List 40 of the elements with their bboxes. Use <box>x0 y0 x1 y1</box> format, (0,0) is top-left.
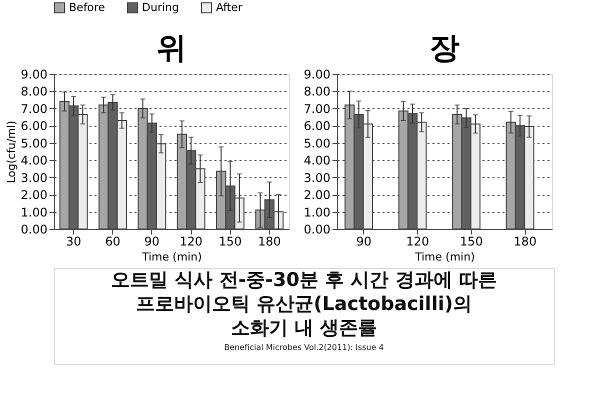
y-tick-label: 0.00 <box>304 222 330 236</box>
x-axis-title: Time (min) <box>414 250 475 264</box>
x-tick-label: 180 <box>258 234 281 248</box>
y-tick-label: 9.00 <box>20 68 48 82</box>
y-tick-label: 9.00 <box>304 68 330 82</box>
y-tick-label: 5.00 <box>304 136 330 150</box>
y-tick-label: 7.00 <box>304 102 330 116</box>
y-tick-label: 8.00 <box>20 84 48 99</box>
y-axis-title: Log(cfu/ml) <box>4 120 18 184</box>
x-tick-label: 120 <box>406 234 430 248</box>
y-tick-label: 0.00 <box>20 222 48 236</box>
y-tick-label: 1.00 <box>20 205 48 220</box>
y-tick-label: 6.00 <box>20 119 48 134</box>
y-tick-label: 3.00 <box>20 170 48 185</box>
x-tick-label: 120 <box>180 234 203 248</box>
text: Beneficial Microbes Vol.2(2011): Issue 4 <box>224 343 384 352</box>
legend-label: During <box>142 0 179 14</box>
legend-label: Before <box>69 0 106 14</box>
y-tick-label: 4.00 <box>20 154 48 168</box>
x-tick-label: 30 <box>66 234 82 248</box>
x-tick-label: 150 <box>218 234 242 248</box>
x-tick-label: 180 <box>514 234 537 248</box>
y-tick-label: 3.00 <box>304 170 330 185</box>
x-axis-title: Time (min) <box>141 250 202 264</box>
y-tick-label: 6.00 <box>304 119 330 134</box>
text: 오트밀 식사 전-중-30분 후 시간 경과에 따른 프로바이오틱 유산균(Lactobacilli)의 소화기 내 생존률 <box>111 269 497 339</box>
legend-label: After <box>216 0 243 14</box>
y-tick-label: 7.00 <box>20 102 48 116</box>
y-tick-label: 1.00 <box>304 205 330 220</box>
chart-title: 장 <box>430 31 460 66</box>
x-tick-label: 150 <box>460 234 483 248</box>
y-tick-label: 5.00 <box>20 136 48 150</box>
x-tick-label: 60 <box>105 234 120 248</box>
x-tick-label: 90 <box>144 234 160 248</box>
y-tick-label: 2.00 <box>304 188 330 202</box>
y-tick-label: 8.00 <box>304 84 330 99</box>
y-tick-label: 2.00 <box>20 188 48 202</box>
chart-title: 위 <box>156 31 186 66</box>
y-tick-label: 4.00 <box>304 154 330 168</box>
x-tick-label: 90 <box>356 234 372 248</box>
